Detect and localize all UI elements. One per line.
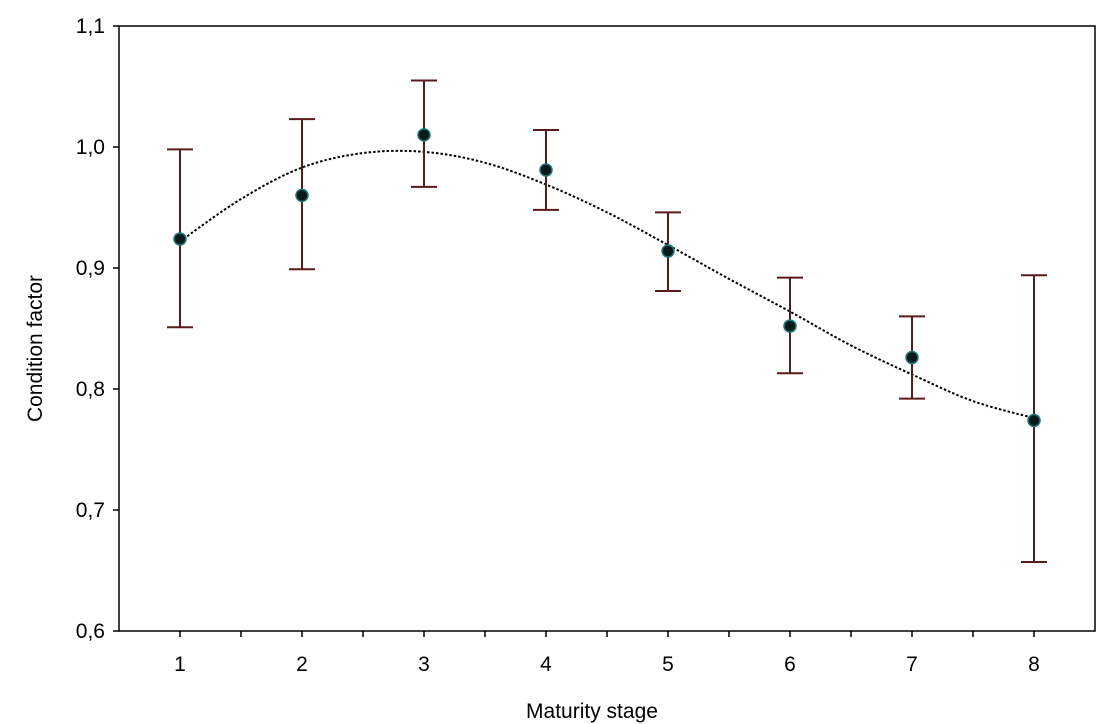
- labels: 0,6 0,7 0,8 0,9 1,0 1,1 1 2 3 4 5 6 7 8 Maturity stage…: [24, 15, 1040, 723]
- y-tick-label: 0,8: [76, 378, 105, 401]
- axes: [118, 25, 1096, 632]
- data-points: [173, 128, 1041, 428]
- data-point: [295, 188, 309, 203]
- x-tick-label: 8: [1028, 653, 1040, 676]
- data-point: [173, 232, 187, 246]
- data-point: [1027, 413, 1041, 428]
- error-bars: [167, 79, 1047, 564]
- x-tick-label: 7: [906, 653, 918, 676]
- y-tick-label: 1,1: [76, 15, 105, 38]
- x-axis-title: Maturity stage: [526, 700, 658, 723]
- x-tick-label: 5: [662, 653, 674, 676]
- y-tick-label: 1,0: [76, 136, 105, 159]
- fit-curve-group: [179, 149, 1035, 420]
- data-point: [905, 350, 919, 365]
- fit-curve: [179, 149, 1035, 420]
- y-tick-label: 0,6: [76, 620, 105, 643]
- plot-frame: [118, 25, 1096, 632]
- data-point: [539, 163, 553, 177]
- ticks: [113, 25, 1035, 637]
- x-tick-label: 1: [174, 653, 186, 676]
- y-tick-label: 0,7: [76, 499, 105, 522]
- data-point: [783, 319, 797, 333]
- x-tick-label: 4: [540, 653, 552, 676]
- x-tick-label: 6: [784, 653, 796, 676]
- x-tick-label: 3: [418, 653, 430, 676]
- data-point: [661, 244, 675, 258]
- x-tick-label: 2: [296, 653, 308, 676]
- y-axis-title: Condition factor: [24, 275, 47, 422]
- y-tick-label: 0,9: [76, 257, 105, 280]
- data-point: [417, 128, 431, 142]
